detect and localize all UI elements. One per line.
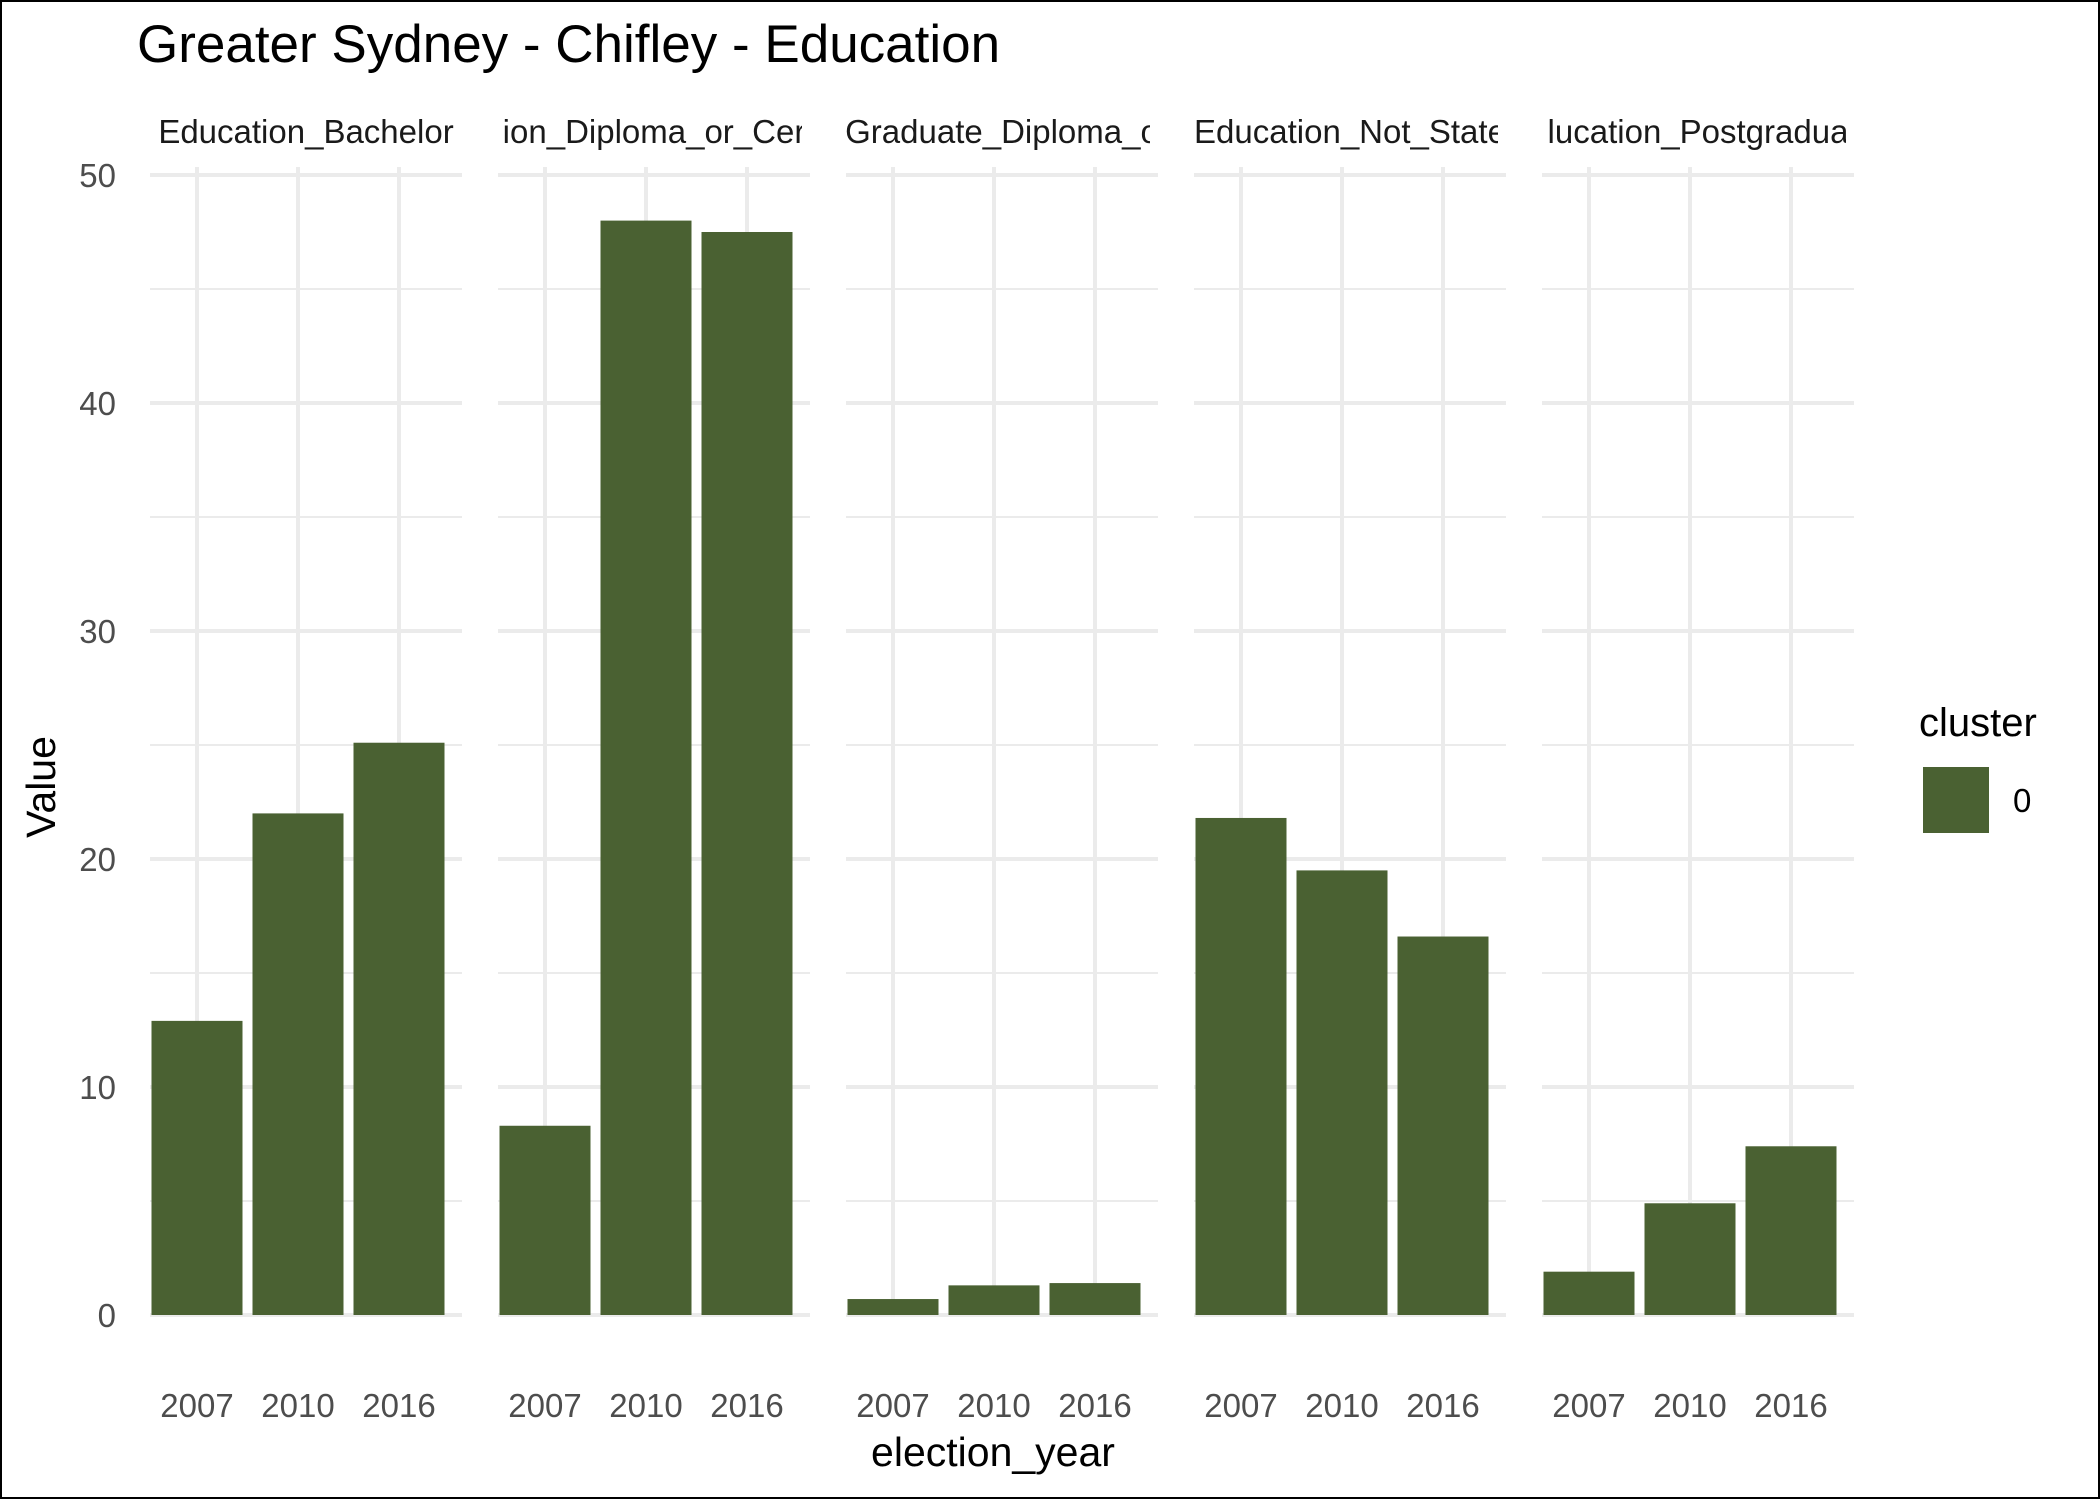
y-axis: 0 10 20 30 40 50 [79, 157, 116, 1334]
facet-panel: 2007 2010 2016 Education_Bachelor [150, 113, 462, 1424]
bar [948, 1285, 1040, 1315]
x-tick-label: 2007 [160, 1387, 233, 1424]
x-tick-label: 2016 [1058, 1387, 1131, 1424]
y-tick-label: 0 [98, 1297, 116, 1334]
y-tick-label: 50 [79, 157, 116, 194]
x-tick-label: 2007 [1552, 1387, 1625, 1424]
x-tick-label: 2016 [362, 1387, 435, 1424]
bar [1543, 1271, 1635, 1315]
bar [1195, 817, 1287, 1315]
bar [499, 1125, 591, 1315]
facet-strip-label: Education_Bachelor [158, 113, 453, 150]
legend: cluster 0 [1919, 701, 2037, 833]
bar [1296, 870, 1388, 1315]
facet-strip-label: Graduate_Diploma_o [845, 113, 1159, 150]
x-tick-label: 2010 [1305, 1387, 1378, 1424]
x-tick-label: 2016 [710, 1387, 783, 1424]
facet-panel: 2007 2010 2016 lucation_Postgradua [1542, 113, 1854, 1424]
bar [1397, 936, 1489, 1315]
facet-strip-label: ion_Diploma_or_Cer [503, 113, 806, 150]
bar [252, 813, 344, 1315]
bar [353, 742, 445, 1315]
x-axis-title: election_year [871, 1429, 1115, 1475]
y-tick-label: 40 [79, 385, 116, 422]
bar [1644, 1203, 1736, 1315]
y-tick-label: 10 [79, 1069, 116, 1106]
bar [847, 1299, 939, 1315]
facet-strip-label: lucation_Postgradua [1548, 113, 1850, 150]
x-tick-label: 2010 [1653, 1387, 1726, 1424]
y-axis-title: Value [18, 736, 64, 838]
bar [701, 232, 793, 1315]
x-tick-label: 2010 [261, 1387, 334, 1424]
x-tick-label: 2007 [856, 1387, 929, 1424]
x-tick-label: 2016 [1406, 1387, 1479, 1424]
x-tick-label: 2010 [609, 1387, 682, 1424]
x-tick-label: 2010 [957, 1387, 1030, 1424]
bar [151, 1020, 243, 1315]
legend-label: 0 [2013, 782, 2031, 819]
legend-title: cluster [1919, 701, 2037, 745]
bar [1745, 1146, 1837, 1315]
legend-key-swatch [1923, 767, 1989, 833]
bar [600, 220, 692, 1316]
facet-strip-label: Education_Not_State [1194, 113, 1506, 150]
facet-panel: 2007 2010 2016 Education_Not_State [1194, 113, 1506, 1424]
x-tick-label: 2007 [508, 1387, 581, 1424]
chart-title: Greater Sydney - Chifley - Education [137, 15, 1000, 74]
facet-panel: 2007 2010 2016 Graduate_Diploma_o [845, 113, 1159, 1424]
x-tick-label: 2007 [1204, 1387, 1277, 1424]
x-tick-label: 2016 [1754, 1387, 1827, 1424]
facet-panel: 2007 2010 2016 ion_Diploma_or_Cer [498, 113, 810, 1424]
y-tick-label: 20 [79, 841, 116, 878]
y-tick-label: 30 [79, 613, 116, 650]
bar [1049, 1283, 1141, 1315]
